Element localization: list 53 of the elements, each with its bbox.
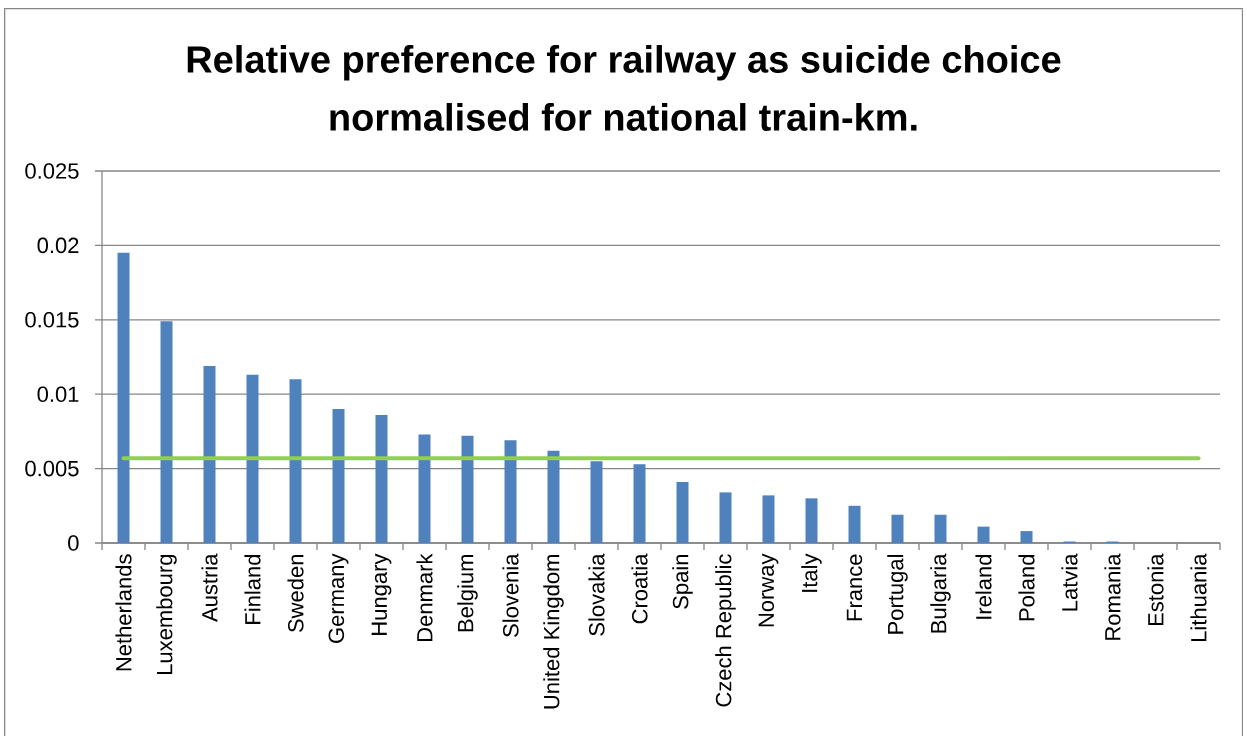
x-tick-label: United Kingdom — [543, 555, 564, 709]
x-tick-label: Germany — [328, 553, 349, 643]
bar — [848, 505, 861, 543]
bar — [461, 435, 474, 543]
y-tick-label: 0.005 — [25, 460, 79, 477]
x-tick-label: Croatia — [631, 553, 648, 624]
bar — [977, 526, 990, 543]
bar — [719, 492, 732, 543]
x-tick-label: Luxembourg — [156, 554, 177, 675]
bar — [289, 379, 302, 543]
y-tick-label: 0.025 — [25, 163, 79, 179]
bar — [805, 498, 818, 543]
bar — [590, 461, 603, 543]
bar — [547, 450, 560, 543]
x-tick-label: Lithuania — [1190, 553, 1207, 642]
bar — [418, 434, 431, 543]
bar — [160, 321, 173, 543]
x-tick-label: Spain — [672, 554, 693, 609]
bar — [633, 464, 646, 543]
bar — [504, 440, 517, 543]
x-tick-label: Denmark — [416, 553, 433, 641]
y-tick-label: 0.01 — [37, 386, 79, 402]
bar — [1020, 531, 1033, 543]
x-tick-label: Hungary — [371, 553, 392, 635]
x-tick-label: Estonia — [1147, 553, 1164, 626]
bar — [676, 481, 689, 543]
bar — [762, 495, 775, 543]
y-tick-label: 0 — [68, 535, 79, 551]
x-tick-label: Italy — [801, 553, 822, 592]
x-tick-label: Austria — [201, 553, 218, 622]
x-tick-label: Norway — [758, 553, 779, 627]
bar — [934, 514, 947, 543]
x-tick-label: Ireland — [975, 554, 992, 619]
x-tick-label: Czech Republic — [715, 554, 736, 707]
x-tick-label: Slovakia — [588, 553, 605, 636]
bar — [246, 374, 259, 543]
x-tick-label: Slovenia — [502, 553, 519, 637]
x-tick-label: France — [846, 554, 863, 621]
x-tick-label: Romania — [1104, 553, 1121, 640]
bar — [117, 252, 130, 543]
x-tick-label: Netherlands — [115, 554, 132, 671]
bar — [203, 365, 216, 543]
x-tick-label: Sweden — [287, 554, 304, 633]
x-tick-label: Bulgaria — [930, 553, 951, 633]
y-tick-label: 0.02 — [37, 237, 79, 254]
x-tick-label: Belgium — [457, 555, 478, 632]
x-tick-label: Latvia — [1061, 553, 1078, 611]
y-tick-label: 0.015 — [25, 312, 79, 328]
x-tick-label: Poland — [1018, 554, 1035, 621]
bar — [891, 514, 904, 543]
x-tick-label: Finland — [244, 554, 261, 624]
x-tick-label: Portugal — [887, 555, 908, 634]
chart-title: Relative preference for railway as suicide choice normalised for national train-km. — [187, 45, 1061, 131]
